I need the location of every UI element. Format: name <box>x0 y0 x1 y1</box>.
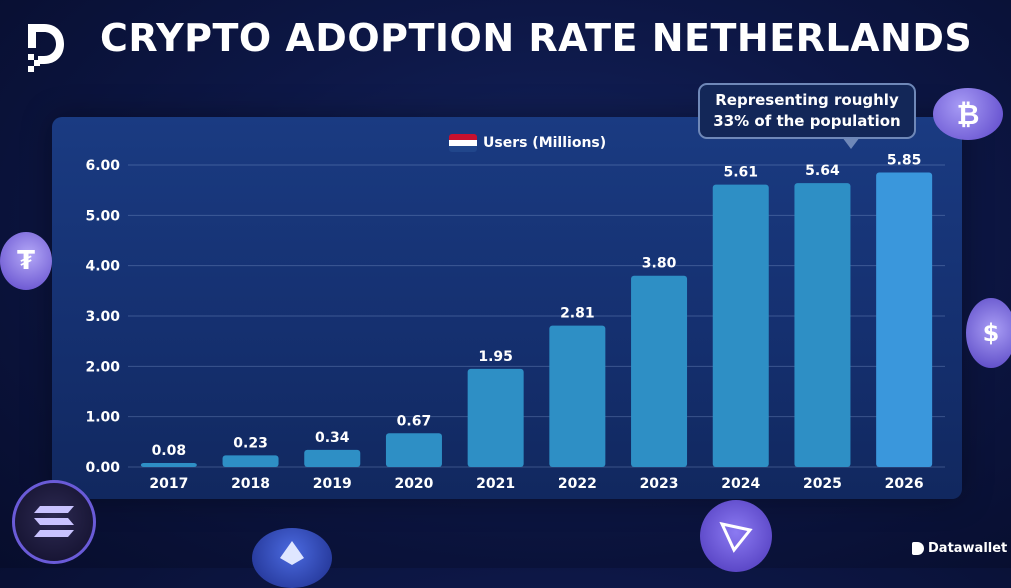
callout-line-1: Representing roughly <box>715 91 899 109</box>
x-tick-label: 2024 <box>721 476 760 492</box>
netherlands-flag-icon <box>449 134 477 152</box>
x-tick-label: 2026 <box>885 476 924 492</box>
bar <box>631 275 688 467</box>
x-tick-label: 2021 <box>476 476 515 492</box>
bar <box>712 184 769 467</box>
tether-coin-icon: ₮ <box>0 232 52 290</box>
bar <box>549 325 606 467</box>
callout-pointer <box>842 137 860 149</box>
x-tick-label: 2020 <box>394 476 433 492</box>
bar-value-label: 0.67 <box>397 413 432 429</box>
solana-coin-icon <box>12 480 96 564</box>
x-tick-label: 2018 <box>231 476 270 492</box>
ethereum-coin-icon <box>252 528 332 588</box>
bar-chart: 0.00 1.00 2.00 3.00 4.00 5.00 6.00 0.08 2017 0.23… <box>85 153 945 492</box>
y-tick-label: 6.00 <box>85 158 120 174</box>
chart-legend: Users (Millions) <box>449 133 606 153</box>
bar-value-label: 1.95 <box>478 349 513 365</box>
legend-label: Users (Millions) <box>483 135 607 151</box>
bitcoin-coin-icon: ₿ <box>933 88 1003 140</box>
population-callout: Representing roughly 33% of the populati… <box>698 83 916 139</box>
bar-value-label: 0.23 <box>233 435 268 451</box>
y-tick-label: 3.00 <box>85 309 120 325</box>
bar-value-label: 0.08 <box>152 443 187 459</box>
bar <box>222 455 279 467</box>
bar-value-label: 5.64 <box>805 163 840 179</box>
callout-line-2: 33% of the population <box>713 112 901 130</box>
page-title: CRYPTO ADOPTION RATE NETHERLANDS <box>100 16 973 60</box>
tron-coin-icon <box>700 500 772 572</box>
x-tick-label: 2022 <box>558 476 597 492</box>
y-tick-label: 5.00 <box>85 208 120 224</box>
bar-value-label: 5.61 <box>723 165 758 181</box>
datawallet-logo-icon <box>28 24 64 72</box>
brand-watermark: Datawallet <box>912 541 1007 556</box>
bar <box>304 449 361 467</box>
x-tick-label: 2019 <box>313 476 352 492</box>
bar-value-label: 2.81 <box>560 306 595 322</box>
x-tick-label: 2017 <box>149 476 188 492</box>
bar-value-label: 3.80 <box>642 256 677 272</box>
y-tick-label: 0.00 <box>85 460 120 476</box>
bar-value-label: 5.85 <box>887 153 922 169</box>
y-tick-label: 4.00 <box>85 259 120 275</box>
bar-value-label: 0.34 <box>315 430 350 446</box>
y-tick-label: 2.00 <box>85 359 120 375</box>
x-tick-label: 2023 <box>640 476 679 492</box>
bar <box>385 433 442 467</box>
bar <box>794 183 851 467</box>
usdc-coin-icon: $ <box>966 298 1011 368</box>
brand-name: Datawallet <box>928 541 1008 556</box>
y-tick-label: 1.00 <box>85 410 120 426</box>
bar <box>467 368 524 467</box>
bar <box>876 172 933 468</box>
brand-mark-icon <box>912 542 924 555</box>
x-tick-label: 2025 <box>803 476 842 492</box>
bar <box>140 462 197 467</box>
